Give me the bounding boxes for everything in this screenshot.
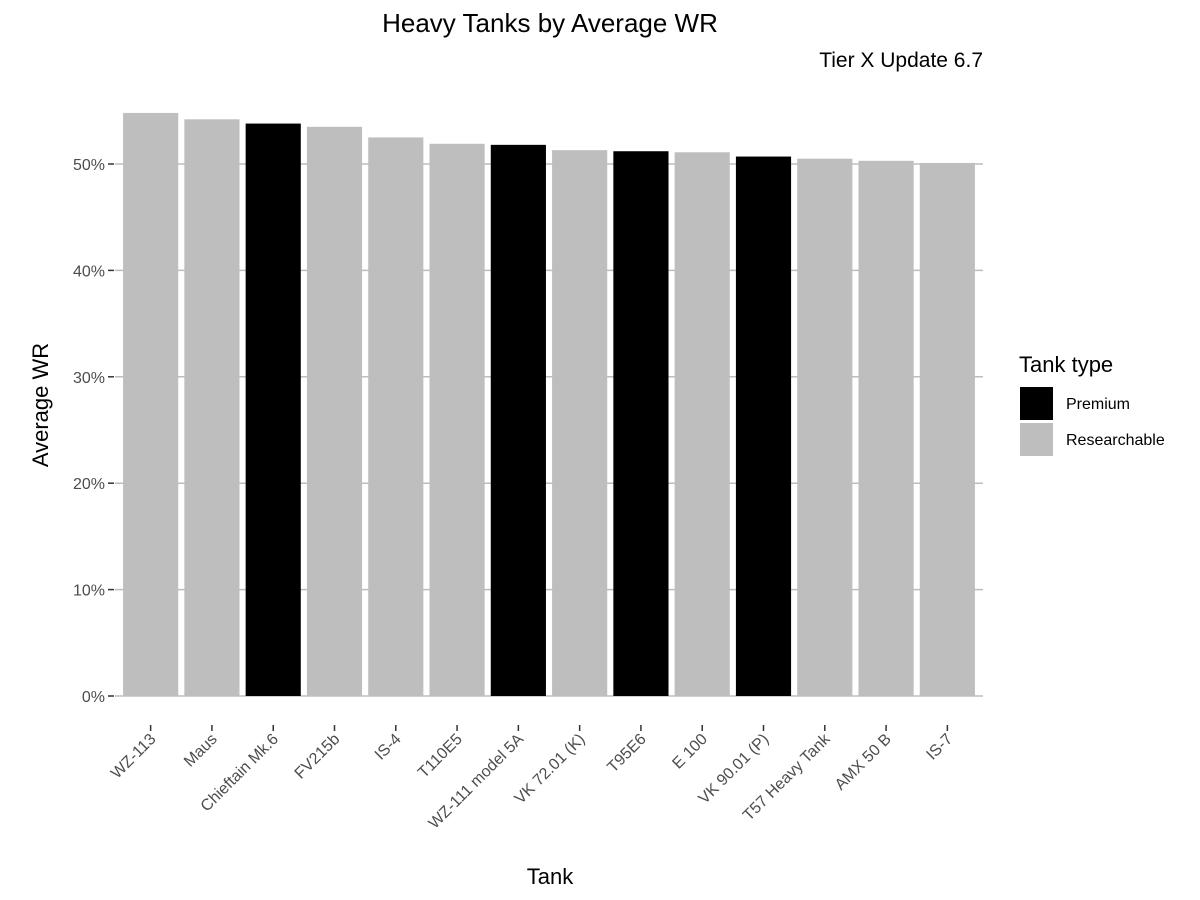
y-tick-label: 30%: [73, 370, 105, 387]
bar: [306, 126, 363, 696]
chart-title: Heavy Tanks by Average WR: [382, 8, 718, 38]
gridlines: [115, 163, 983, 697]
chart-subtitle: Tier X Update 6.7: [819, 49, 983, 72]
y-axis-title: Average WR: [28, 343, 53, 467]
legend-title: Tank type: [1019, 352, 1113, 377]
x-tick-label: E 100: [669, 731, 711, 773]
bar: [919, 162, 975, 696]
bar: [552, 150, 608, 697]
legend-label: Researchable: [1066, 432, 1165, 449]
y-axis: 0% 10% 20% 30% 40% 50%: [73, 157, 114, 706]
bar: [123, 112, 179, 697]
x-tick-label: T110E5: [415, 731, 466, 782]
bar: [735, 156, 792, 696]
x-tick-label: WZ-113: [108, 731, 159, 782]
y-tick-label: 10%: [73, 583, 105, 600]
bar: [858, 160, 914, 697]
y-tick-label: 50%: [73, 157, 105, 174]
bar: [429, 143, 485, 696]
bar: [490, 144, 546, 696]
x-tick-label: IS-4: [372, 731, 405, 764]
legend-swatch: [1020, 387, 1053, 420]
x-tick-label: T95E6: [604, 731, 649, 776]
x-tick-label: FV215b: [292, 731, 344, 783]
bar: [184, 119, 240, 696]
x-tick-label: IS-7: [923, 731, 956, 764]
bar: [674, 152, 730, 696]
bar: [797, 158, 853, 696]
x-tick-label: AMX 50 B: [832, 731, 895, 794]
bar: [245, 123, 301, 697]
y-tick-label: 0%: [82, 689, 105, 706]
legend: Tank type Premium Researchable: [1019, 352, 1165, 456]
y-tick-label: 20%: [73, 476, 105, 493]
x-tick-label: Maus: [181, 731, 221, 771]
bar: [368, 137, 424, 696]
legend-label: Premium: [1066, 396, 1130, 413]
bar: [613, 151, 669, 696]
y-tick-label: 40%: [73, 263, 105, 280]
bars: [123, 112, 975, 697]
x-axis-title: Tank: [527, 864, 574, 889]
legend-swatch: [1020, 423, 1053, 456]
